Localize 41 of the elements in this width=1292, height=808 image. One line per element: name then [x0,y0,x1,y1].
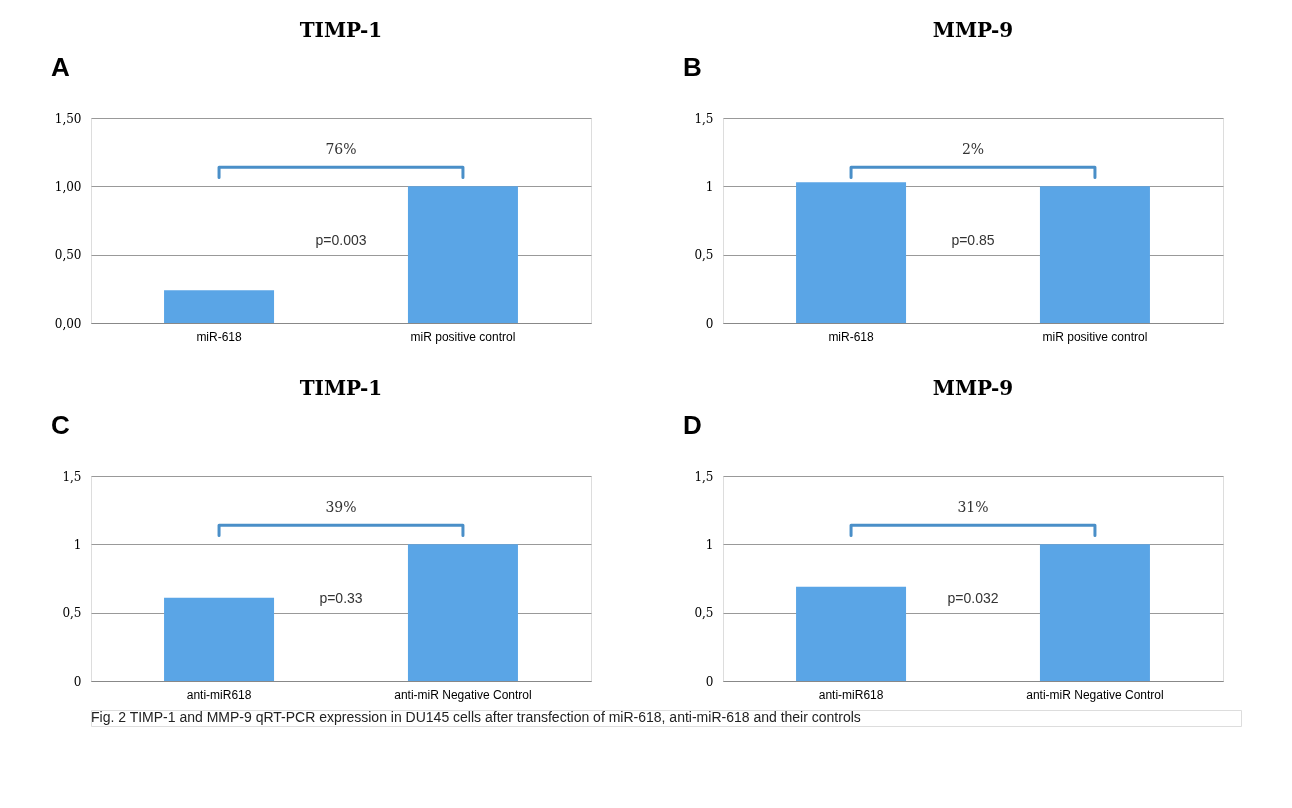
x-tick-label: anti-miR618 [818,687,884,702]
chart-title: TIMP-1 [299,18,383,42]
y-tick-label: 1,5 [62,469,82,484]
y-tick-label: 0,5 [694,606,714,621]
y-tick-label: 1,00 [54,179,82,194]
y-tick-label: 0,00 [54,316,82,331]
text: A [51,52,70,82]
y-tick-label: 0,5 [62,606,82,621]
y-tick-label: 0 [705,316,714,331]
chart-title: MMP-9 [932,18,1014,42]
y-tick-label: 1,5 [694,469,714,484]
annotation: p=0.85 [951,232,995,248]
annotation: 31% [957,498,989,515]
x-tick-label: anti-miR Negative Control [394,687,532,702]
annotation: 76% [325,140,357,157]
y-tick-label: 0 [73,674,82,689]
y-tick-label: 1 [705,537,714,552]
y-tick-label: 1 [705,179,714,194]
x-tick-label: miR positive control [1042,329,1148,344]
x-tick-label: anti-miR Negative Control [1026,687,1164,702]
chart-title: MMP-9 [932,376,1014,400]
text: D [683,410,702,440]
x-tick-label: miR-618 [196,329,243,344]
y-tick-label: 0,50 [54,248,82,263]
x-tick-label: anti-miR618 [186,687,252,702]
annotation: p=0.33 [319,590,363,606]
x-tick-label: miR-618 [828,329,875,344]
text: B [683,52,702,82]
y-tick-label: 1,50 [54,111,82,126]
y-tick-label: 0 [705,674,714,689]
chart-title: TIMP-1 [299,376,383,400]
caption: Fig. 2 TIMP-1 and MMP-9 qRT-PCR expression in DU145 cells after transfection of miR-618, anti-miR-618 and their controls [91,709,861,725]
text: C [51,410,70,440]
y-tick-label: 1 [73,537,82,552]
annotation: p=0.032 [947,590,999,606]
y-tick-label: 0,5 [694,248,714,263]
annotation: 2% [961,140,985,157]
y-tick-label: 1,5 [694,111,714,126]
annotation: 39% [325,498,357,515]
x-tick-label: miR positive control [410,329,516,344]
annotation: p=0.003 [315,232,367,248]
